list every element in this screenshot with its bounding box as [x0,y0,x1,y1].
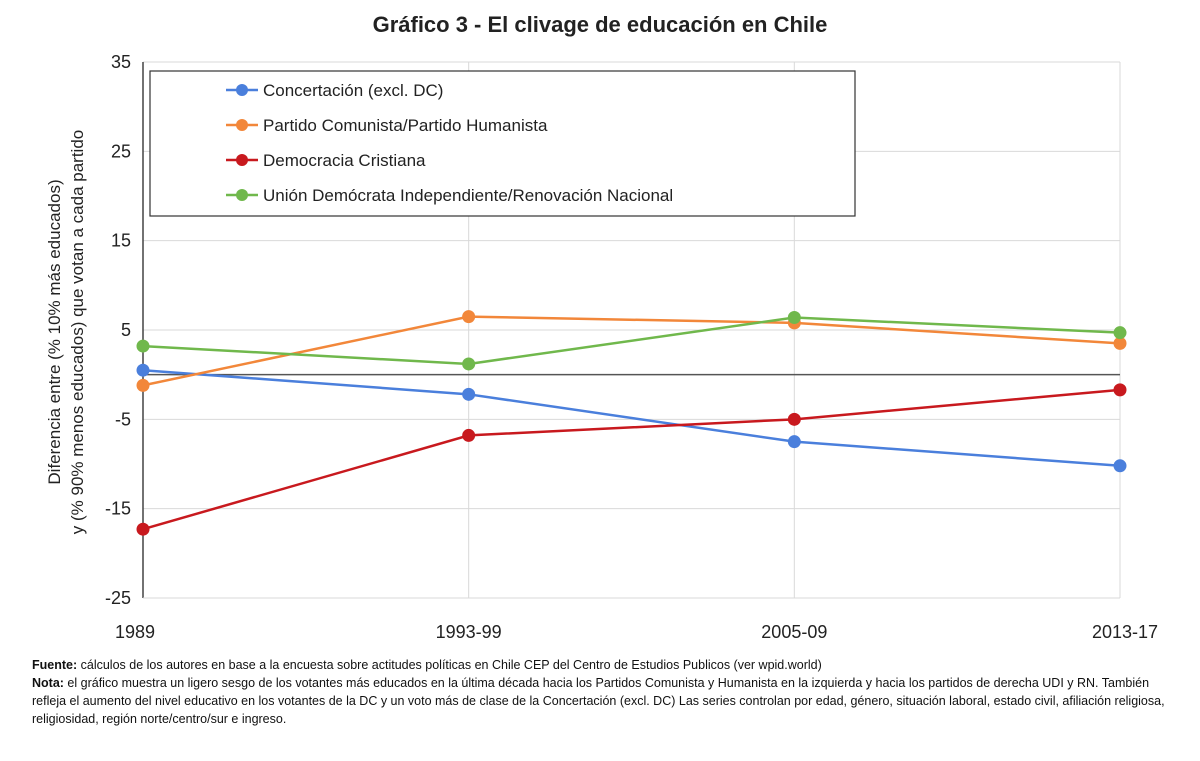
series-line [142,315,1121,387]
line-chart: 35 25 15 5 -5 -15 -25 1989 1993-99 2005-09 2013-1… [45,52,1158,642]
y-tick-label: -15 [105,499,131,519]
data-point [462,428,476,442]
legend-label: Democracia Cristiana [263,151,426,170]
data-point [1113,326,1127,340]
y-axis-label: Diferencia entre (% 10% más educados) y … [45,130,87,534]
data-point [787,310,801,324]
note-label: Nota: [32,676,64,690]
legend-box [149,70,856,217]
y-tick-label: -25 [105,588,131,608]
legend-label: Concertación (excl. DC) [263,81,443,100]
x-tick-label: 1989 [115,622,155,642]
data-point [462,387,476,401]
y-tick-label: 35 [111,52,131,72]
legend-label: Partido Comunista/Partido Humanista [263,116,548,135]
y-tick-label: -5 [115,409,131,429]
series-line [142,388,1121,531]
note-text-block: Nota: el gráfico muestra un ligero sesgo… [32,674,1172,728]
x-tick-label: 2005-09 [761,622,827,642]
y-tick-label: 5 [121,320,131,340]
legend-swatch-marker [236,119,248,131]
series-line [142,316,1121,366]
data-point [136,339,150,353]
data-point [136,522,150,536]
x-tick-label: 1993-99 [436,622,502,642]
axes [142,62,1120,599]
data-point [1113,459,1127,473]
series-lines [136,310,1127,536]
series-line [142,368,1121,468]
chart-title: Gráfico 3 - El clivage de educación en C… [372,12,828,37]
legend-label: Unión Demócrata Independiente/Renovación… [263,186,673,205]
data-point [787,412,801,426]
note-text: el gráfico muestra un ligero sesgo de lo… [32,676,1165,726]
x-tick-label: 2013-17 [1092,622,1158,642]
legend-swatch-marker [236,84,248,96]
y-tick-labels: 35 25 15 5 -5 -15 -25 [105,52,131,608]
data-point [1113,383,1127,397]
legend-swatch-marker [236,189,248,201]
y-tick-label: 15 [111,231,131,251]
source-label: Fuente: [32,658,78,672]
data-point [462,357,476,371]
legend: Concertación (excl. DC) Partido Comunista… [149,70,856,217]
source-note: Fuente: cálculos de los autores en base … [32,656,1172,674]
source-text: cálculos de los autores en base a la enc… [77,658,822,672]
data-point [1113,336,1127,350]
data-point [136,363,150,377]
y-axis-label-line1: Diferencia entre (% 10% más educados) [45,179,64,484]
y-axis-label-line2: y (% 90% menos educados) que votan a cad… [68,130,87,534]
data-point [462,310,476,324]
data-point [787,435,801,449]
legend-swatch-marker [236,154,248,166]
y-tick-label: 25 [111,141,131,161]
data-point [136,378,150,392]
x-tick-labels: 1989 1993-99 2005-09 2013-17 [115,622,1158,642]
chart-notes: Fuente: cálculos de los autores en base … [32,656,1172,728]
